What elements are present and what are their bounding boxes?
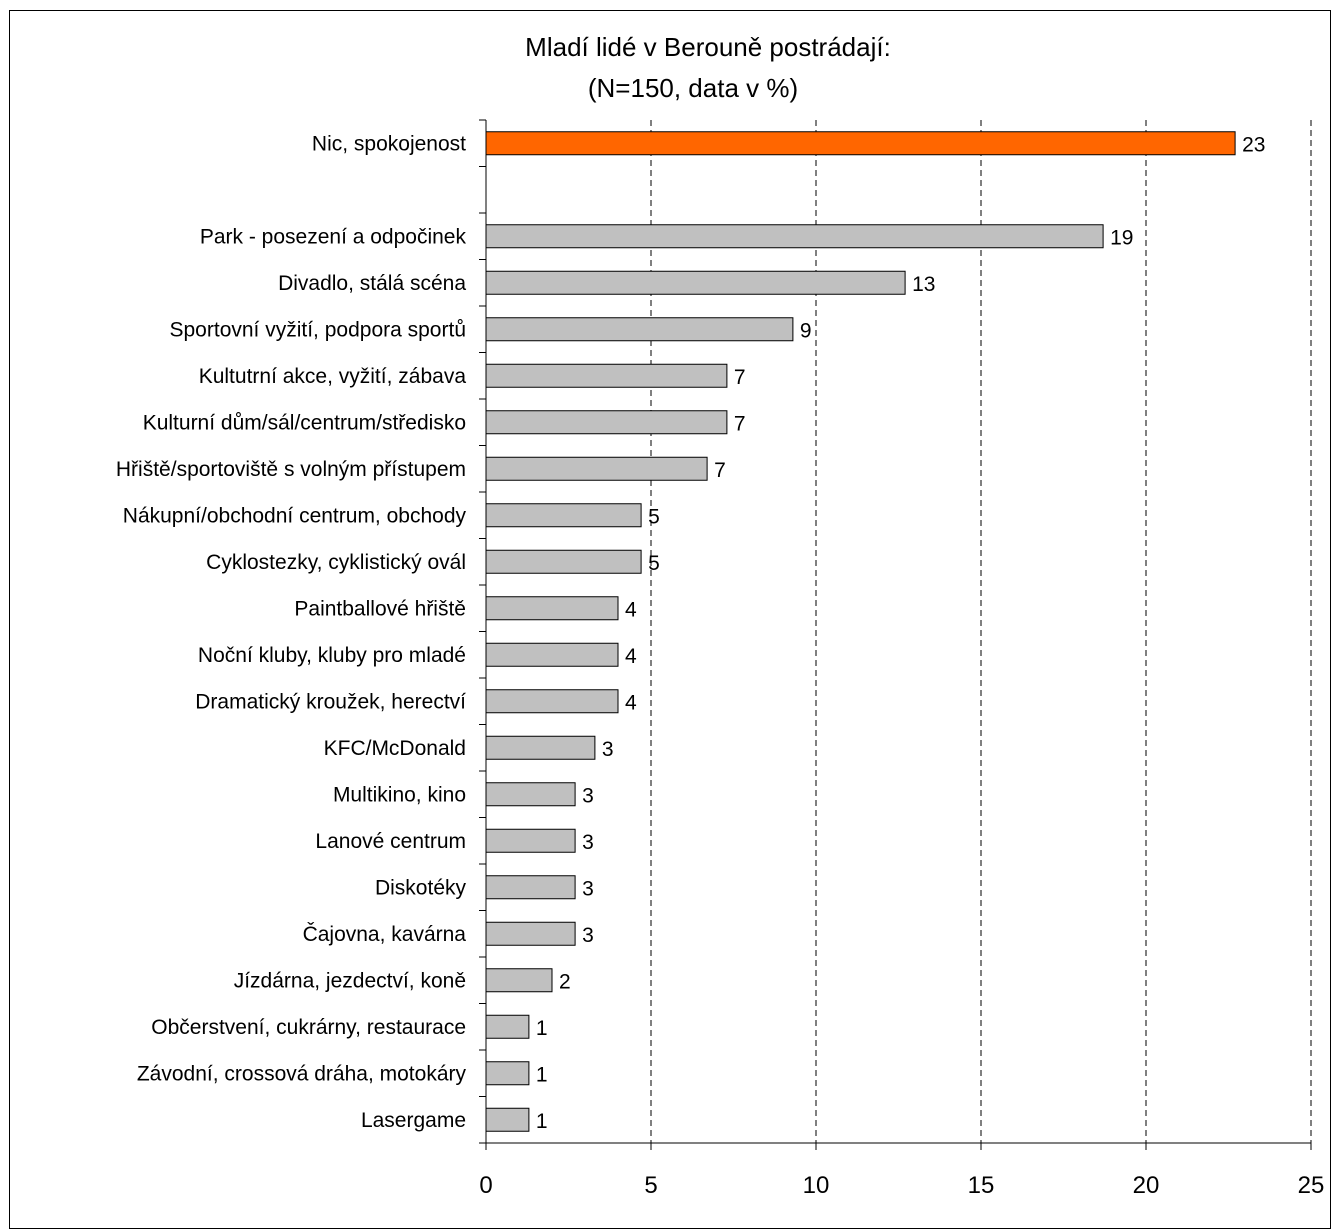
bar [485,875,576,900]
bar [485,828,576,853]
category-label: Noční kluby, kluby pro mladé [198,644,466,667]
bar [485,1014,530,1039]
data-label: 5 [648,552,660,575]
data-label: 2 [559,970,571,993]
category-label: Nic, spokojenost [312,132,466,155]
bars [485,131,1236,1132]
data-label: 5 [648,505,660,528]
x-tick-label: 15 [968,1172,995,1199]
data-label: 9 [800,319,812,342]
bar [485,968,553,993]
data-label: 3 [602,738,614,761]
x-tick-label: 25 [1298,1172,1325,1199]
category-label: Hřiště/sportoviště s volným přístupem [116,458,466,481]
data-label: 19 [1110,226,1133,249]
axes [479,119,1312,1150]
x-tick-label: 0 [479,1172,492,1199]
data-label: 23 [1242,133,1265,156]
category-label: Závodní, crossová dráha, motokáry [137,1062,467,1085]
data-label: 4 [625,645,637,668]
data-label: 1 [536,1110,548,1133]
bar [485,410,728,435]
bar [485,689,619,714]
category-label: Divadlo, stálá scéna [278,272,466,295]
data-label: 3 [582,924,594,947]
category-label: KFC/McDonald [324,737,466,760]
bar [485,131,1236,156]
x-tick-label: 10 [803,1172,830,1199]
category-label: Kultutrní akce, vyžití, zábava [199,365,467,388]
category-label: Čajovna, kavárna [303,923,467,946]
category-label: Cyklostezky, cyklistický ovál [206,551,466,574]
chart-subtitle: (N=150, data v %) [588,73,798,103]
category-label: Lanové centrum [315,830,466,853]
chart-frame [9,10,1331,1229]
data-label: 3 [582,784,594,807]
data-label: 13 [912,273,935,296]
category-label: Kulturní dům/sál/centrum/středisko [143,411,466,434]
category-label: Lasergame [361,1109,466,1132]
chart-title: Mladí lidé v Berouně postrádají: [525,32,891,62]
bar [485,456,708,481]
category-label: Sportovní vyžití, podpora sportů [170,318,467,341]
bar [485,735,596,760]
bar [485,549,642,574]
bar [485,503,642,528]
category-label: Paintballové hřiště [294,597,466,620]
bar [485,596,619,621]
bar [485,363,728,388]
category-label: Jízdárna, jezdectví, koně [234,969,466,992]
bar [485,1107,530,1132]
category-label: Občerstvení, cukrárny, restaurace [151,1016,466,1039]
bar [485,317,794,342]
x-tick-label: 20 [1133,1172,1160,1199]
bar [485,782,576,807]
data-label: 3 [582,831,594,854]
category-label: Nákupní/obchodní centrum, obchody [123,504,467,527]
data-label: 7 [734,366,746,389]
data-label: 4 [625,691,637,714]
bar [485,921,576,946]
category-label: Park - posezení a odpočinek [200,225,467,248]
category-label: Dramatický kroužek, herectví [195,690,466,713]
bar [485,224,1104,249]
data-label: 7 [734,412,746,435]
category-label: Multikino, kino [333,783,466,806]
bar [485,642,619,667]
data-label: 3 [582,877,594,900]
bar [485,1061,530,1086]
category-label: Diskotéky [375,876,467,899]
x-tick-label: 5 [644,1172,657,1199]
data-label: 1 [536,1017,548,1040]
data-label: 7 [714,459,726,482]
data-label: 1 [536,1063,548,1086]
data-label: 4 [625,598,637,621]
bar [485,270,906,295]
